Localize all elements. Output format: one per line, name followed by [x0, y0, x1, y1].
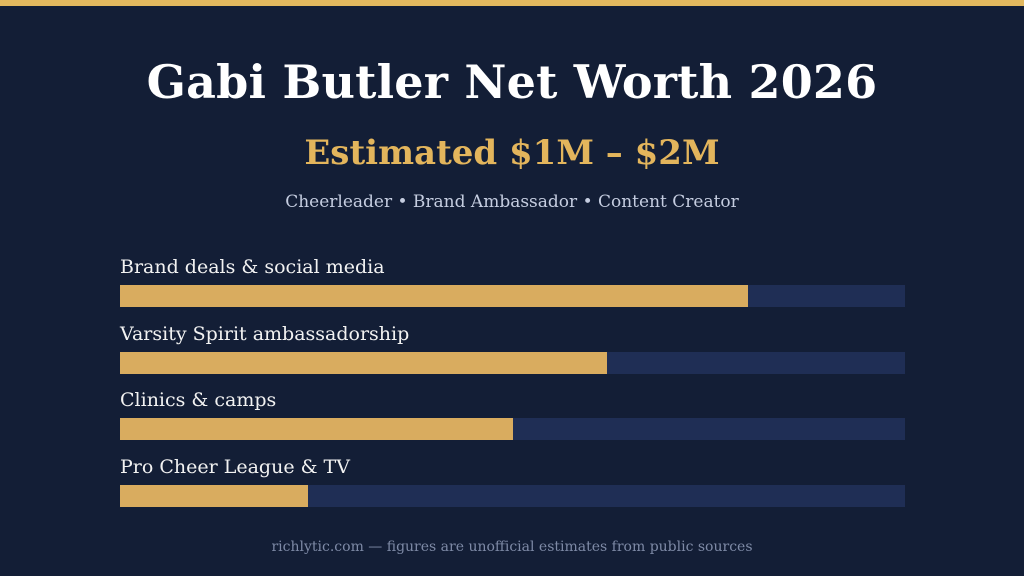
income-breakdown-chart: Brand deals & social media Varsity Spirit… [120, 252, 905, 518]
bar-track [120, 484, 905, 507]
bar-fill [120, 418, 513, 440]
source-footer: richlytic.com — figures are unofficial e… [271, 539, 753, 555]
bar-label: Varsity Spirit ambassadorship [120, 322, 410, 345]
bar-fill [120, 484, 309, 507]
net-worth-estimate: Estimated $1M – $2M [304, 133, 720, 173]
bar-fill [120, 285, 748, 307]
bar-track [120, 351, 905, 374]
page-title: Gabi Butler Net Worth 2026 [146, 55, 878, 109]
bar-track [120, 285, 905, 307]
bar-row: Brand deals & social media [120, 252, 905, 319]
top-accent-bar [0, 0, 1024, 6]
bar-row: Pro Cheer League & TV [120, 452, 905, 519]
bar-track [120, 418, 905, 440]
bar-fill [120, 351, 607, 374]
bar-label: Pro Cheer League & TV [120, 455, 350, 478]
roles-tagline: Cheerleader • Brand Ambassador • Content… [285, 192, 739, 212]
bar-row: Varsity Spirit ambassadorship [120, 319, 905, 386]
bar-row: Clinics & camps [120, 385, 905, 452]
bar-label: Brand deals & social media [120, 256, 385, 278]
bar-label: Clinics & camps [120, 389, 277, 411]
